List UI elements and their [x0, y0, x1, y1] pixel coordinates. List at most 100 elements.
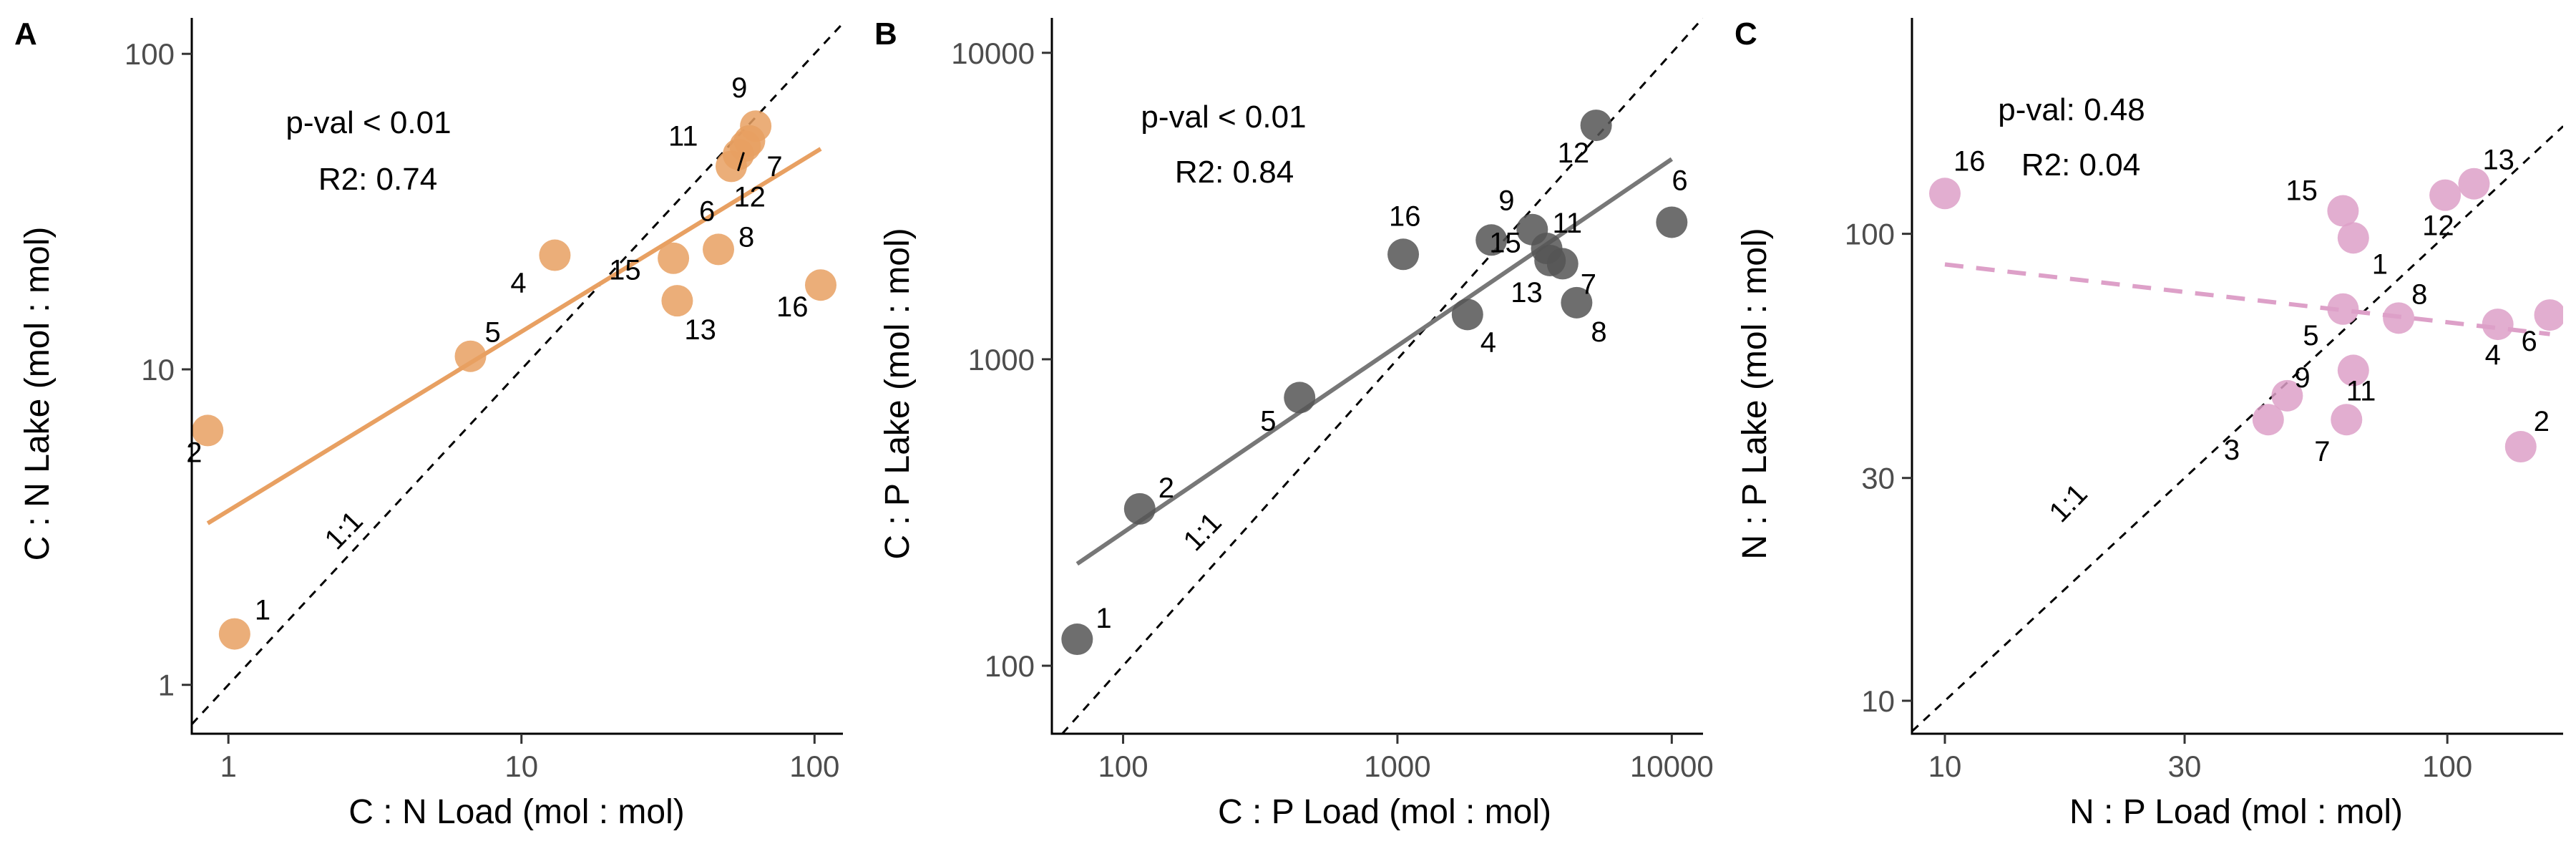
identity-label-a: 1:1	[319, 505, 369, 556]
y-axis-title-b: C : P Lake (mol : mol)	[879, 228, 917, 559]
point-label-b-13: 13	[1511, 277, 1543, 309]
x-axis-title-a: C : N Load (mol : mol)	[348, 793, 684, 831]
identity-line-a	[192, 22, 843, 725]
point-label-b-9: 9	[1498, 185, 1514, 216]
point-label-b-1: 1	[1096, 603, 1111, 634]
point-label-a-1: 1	[255, 595, 270, 626]
y-tick-label-b-100: 100	[985, 649, 1035, 683]
point-label-c-15: 15	[2285, 175, 2318, 207]
data-point-c-11	[2337, 354, 2369, 387]
panel-letter-b: B	[874, 16, 897, 52]
point-label-c-16: 16	[1953, 145, 1986, 177]
leader-line-a-12	[737, 152, 745, 172]
panel-letter-c: C	[1735, 16, 1757, 52]
point-label-b-4: 4	[1480, 326, 1496, 358]
fit-line-b	[1075, 157, 1674, 566]
stats-r2-b: R2: 0.84	[1175, 155, 1294, 190]
stats-r2-c: R2: 0.04	[2021, 147, 2140, 183]
data-point-c-8	[2383, 302, 2415, 334]
point-label-a-8: 8	[738, 221, 754, 253]
y-tick-label-c-10: 10	[1861, 684, 1895, 718]
data-point-b-6	[1656, 206, 1688, 238]
y-tick-label-b-10000: 10000	[951, 37, 1035, 70]
point-label-a-16: 16	[776, 291, 809, 323]
plot-area-c	[1912, 125, 2563, 732]
point-label-b-12: 12	[1558, 137, 1590, 169]
point-label-a-12: 12	[733, 182, 766, 213]
data-point-b-8	[1561, 286, 1593, 319]
x-tick-label-c-100: 100	[2422, 749, 2472, 783]
data-point-a-2	[192, 414, 224, 447]
point-label-b-11: 11	[1553, 208, 1583, 239]
point-label-c-8: 8	[2411, 278, 2427, 310]
data-point-c-15	[2327, 195, 2359, 227]
point-label-a-6: 6	[699, 195, 715, 227]
y-tick-label-c-30: 30	[1861, 462, 1895, 495]
data-point-b-1	[1061, 623, 1093, 656]
data-point-c-4	[2482, 309, 2514, 341]
data-point-c-6	[2534, 299, 2563, 331]
point-label-c-9: 9	[2294, 362, 2310, 394]
point-label-c-5: 5	[2303, 320, 2318, 351]
point-label-b-8: 8	[1591, 316, 1606, 348]
x-tick-label-c-30: 30	[2168, 749, 2202, 783]
data-point-c-2	[2504, 431, 2537, 463]
panel-letter-a: A	[14, 16, 37, 52]
y-tick-label-a-1: 1	[158, 669, 175, 702]
point-label-c-7: 7	[2314, 436, 2330, 467]
panel-c: C p-val: 0.48 R2: 0.04 N : P Load (mol :…	[1735, 16, 2563, 831]
identity-label-b: 1:1	[1178, 507, 1228, 558]
data-point-c-9	[2271, 379, 2303, 412]
stats-pval-c: p-val: 0.48	[1998, 92, 2145, 127]
data-point-c-16	[1928, 178, 1961, 210]
point-label-c-3: 3	[2224, 435, 2240, 466]
data-point-a-8	[703, 233, 735, 266]
point-label-a-2: 2	[186, 437, 202, 468]
data-point-b-12	[1580, 110, 1612, 142]
data-point-b-4	[1451, 299, 1483, 331]
data-point-c-3	[2252, 404, 2284, 436]
point-label-c-2: 2	[2534, 406, 2550, 437]
x-tick-label-a-10: 10	[504, 749, 538, 783]
identity-label-c: 1:1	[2044, 478, 2094, 529]
y-axis-title-c: N : P Lake (mol : mol)	[1736, 228, 1774, 559]
point-label-a-13: 13	[684, 314, 716, 346]
point-label-a-15: 15	[609, 255, 641, 286]
data-point-a-1	[218, 618, 250, 650]
x-tick-label-a-100: 100	[789, 749, 839, 783]
data-point-c-7	[2331, 404, 2363, 436]
point-label-a-7: 7	[766, 151, 782, 183]
data-point-a-5	[454, 340, 487, 372]
point-label-b-7: 7	[1581, 268, 1596, 300]
panel-a: A p-val < 0.01 R2: 0.74 C : N Load (mol …	[14, 16, 843, 831]
data-point-c-5	[2327, 293, 2359, 325]
data-point-a-15	[658, 242, 690, 274]
point-label-b-2: 2	[1158, 472, 1174, 504]
y-tick-label-c-100: 100	[1845, 218, 1895, 251]
point-label-c-1: 1	[2372, 248, 2388, 280]
data-point-c-1	[2337, 222, 2369, 254]
data-point-b-13	[1534, 244, 1566, 276]
stats-pval-a: p-val < 0.01	[286, 105, 451, 140]
point-label-a-9: 9	[731, 72, 747, 104]
point-label-b-16: 16	[1389, 200, 1421, 232]
point-label-c-6: 6	[2522, 326, 2537, 357]
y-axis-title-a: C : N Lake (mol : mol)	[19, 227, 57, 561]
data-point-a-16	[804, 269, 836, 301]
x-tick-label-b-10000: 10000	[1630, 749, 1714, 783]
y-tick-label-b-1000: 1000	[968, 343, 1035, 377]
point-label-c-11: 11	[2346, 375, 2376, 407]
y-tick-label-a-10: 10	[141, 353, 175, 387]
data-point-b-15	[1516, 213, 1548, 246]
x-tick-label-c-10: 10	[1928, 749, 1962, 783]
data-point-b-2	[1123, 492, 1156, 525]
data-point-c-13	[2458, 168, 2490, 200]
identity-line-c	[1912, 125, 2563, 732]
x-tick-label-a-1: 1	[220, 749, 236, 783]
data-point-a-4	[539, 239, 571, 271]
fit-line-c	[1944, 262, 2550, 336]
point-label-c-12: 12	[2422, 210, 2454, 242]
data-point-b-9	[1475, 224, 1508, 256]
plot-area-b	[1061, 18, 1703, 734]
point-label-a-5: 5	[485, 317, 501, 349]
